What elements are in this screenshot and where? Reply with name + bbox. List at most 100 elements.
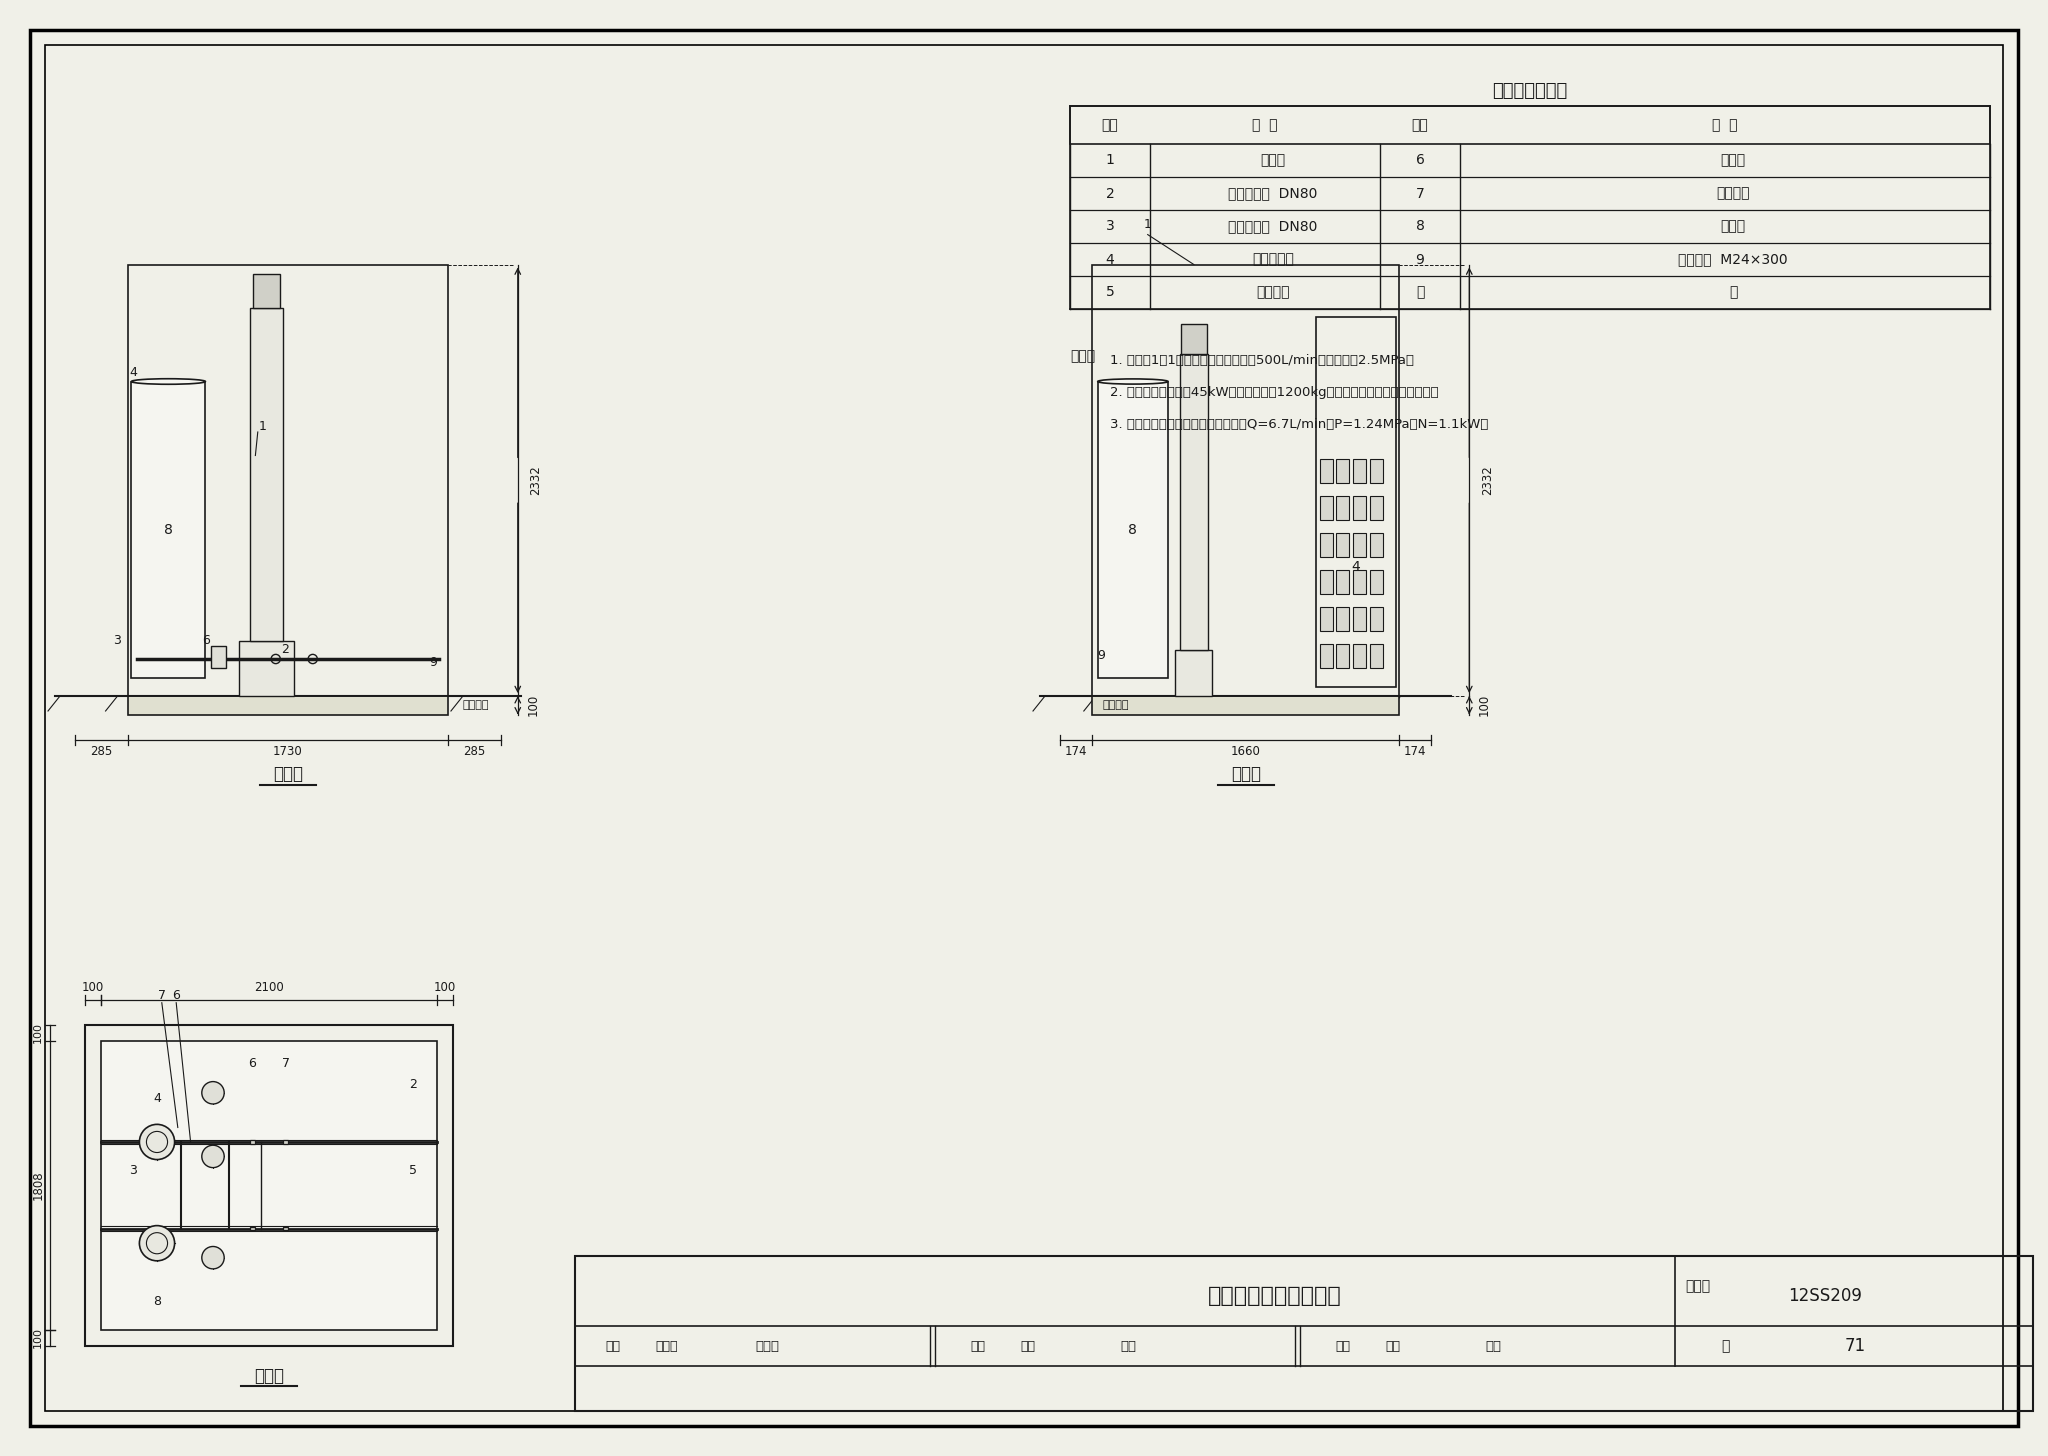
Text: 100: 100 bbox=[33, 1022, 43, 1042]
Bar bbox=[1337, 459, 1350, 483]
Text: 王飞: 王飞 bbox=[1020, 1340, 1034, 1353]
Bar bbox=[1182, 325, 1206, 354]
Text: 名  称: 名 称 bbox=[1712, 118, 1739, 132]
Bar bbox=[1319, 607, 1333, 632]
Text: 6: 6 bbox=[172, 989, 180, 1002]
Bar bbox=[1354, 533, 1366, 558]
Text: 100: 100 bbox=[526, 695, 539, 716]
Text: 100: 100 bbox=[82, 981, 104, 994]
Text: 7: 7 bbox=[1415, 186, 1423, 201]
Bar bbox=[283, 1140, 289, 1143]
Text: 4: 4 bbox=[1106, 252, 1114, 266]
Text: 2. 中压泵组单泵功率45kW，泵组重量为1200kg（不含稳压罐中的储水重量）。: 2. 中压泵组单泵功率45kW，泵组重量为1200kg（不含稳压罐中的储水重量）… bbox=[1110, 386, 1438, 399]
Bar bbox=[127, 265, 449, 696]
Bar bbox=[283, 1227, 289, 1230]
Text: 设计: 设计 bbox=[1335, 1340, 1350, 1353]
Text: 3. 泵组中配置的稳压泵技术参数为：Q=6.7L/min，P=1.24MPa，N=1.1kW。: 3. 泵组中配置的稳压泵技术参数为：Q=6.7L/min，P=1.24MPa，N… bbox=[1110, 418, 1489, 431]
Text: 285: 285 bbox=[463, 745, 485, 759]
Circle shape bbox=[203, 1082, 223, 1104]
Bar bbox=[1319, 496, 1333, 520]
Text: 4: 4 bbox=[129, 365, 137, 379]
Circle shape bbox=[203, 1246, 223, 1268]
Bar bbox=[211, 646, 225, 668]
Text: 4: 4 bbox=[1352, 559, 1360, 574]
Text: 6: 6 bbox=[248, 1057, 256, 1070]
Text: 9: 9 bbox=[428, 657, 436, 670]
Bar bbox=[250, 1227, 254, 1230]
Text: 174: 174 bbox=[1065, 745, 1087, 759]
Text: 174: 174 bbox=[1405, 745, 1427, 759]
Text: 说明：: 说明： bbox=[1069, 349, 1096, 363]
Bar bbox=[250, 1140, 254, 1143]
Text: 1660: 1660 bbox=[1231, 745, 1262, 759]
Bar bbox=[1370, 459, 1382, 483]
Text: 7: 7 bbox=[283, 1057, 291, 1070]
Bar bbox=[1092, 696, 1399, 715]
Ellipse shape bbox=[1098, 379, 1167, 384]
Text: 1: 1 bbox=[1143, 218, 1151, 232]
Text: 图集号: 图集号 bbox=[1686, 1278, 1710, 1293]
Text: 9: 9 bbox=[1098, 649, 1106, 662]
Text: 平面图: 平面图 bbox=[254, 1367, 285, 1385]
Text: 洪勇: 洪勇 bbox=[1384, 1340, 1401, 1353]
Bar bbox=[1354, 644, 1366, 668]
Bar bbox=[575, 1257, 2034, 1411]
Text: 校对: 校对 bbox=[971, 1340, 985, 1353]
Text: 稳压管路: 稳压管路 bbox=[1716, 186, 1749, 201]
Text: －: － bbox=[1729, 285, 1737, 300]
Bar bbox=[131, 381, 205, 677]
Text: 100: 100 bbox=[1479, 695, 1491, 716]
Text: 3: 3 bbox=[129, 1165, 137, 1178]
Bar bbox=[127, 696, 449, 715]
Bar bbox=[1337, 644, 1350, 668]
Text: 12SS209: 12SS209 bbox=[1788, 1287, 1862, 1305]
Bar bbox=[1337, 533, 1350, 558]
Bar bbox=[1319, 644, 1333, 668]
Text: 泵房地坪: 泵房地坪 bbox=[463, 700, 489, 711]
Bar bbox=[1354, 459, 1366, 483]
Text: 编号: 编号 bbox=[1411, 118, 1427, 132]
Text: 2100: 2100 bbox=[254, 981, 285, 994]
Text: 8: 8 bbox=[1128, 523, 1137, 536]
Text: 100: 100 bbox=[33, 1328, 43, 1348]
Text: 2: 2 bbox=[410, 1077, 418, 1091]
Text: 2: 2 bbox=[1106, 186, 1114, 201]
Text: 8: 8 bbox=[154, 1294, 162, 1307]
Bar bbox=[1180, 354, 1208, 649]
Text: 3: 3 bbox=[1106, 220, 1114, 233]
Text: 4: 4 bbox=[154, 1092, 162, 1105]
Text: 285: 285 bbox=[90, 745, 113, 759]
Bar bbox=[1370, 644, 1382, 668]
Bar bbox=[1317, 317, 1395, 687]
Bar bbox=[1370, 607, 1382, 632]
Text: 2332: 2332 bbox=[1481, 466, 1493, 495]
Circle shape bbox=[139, 1226, 174, 1261]
Bar bbox=[1176, 649, 1212, 696]
Text: 侧视图: 侧视图 bbox=[1231, 766, 1262, 783]
Text: 郭中东: 郭中东 bbox=[756, 1340, 778, 1353]
Bar bbox=[1354, 496, 1366, 520]
Bar bbox=[1370, 571, 1382, 594]
Text: 编号: 编号 bbox=[1102, 118, 1118, 132]
Text: 1: 1 bbox=[258, 421, 266, 434]
Bar bbox=[1337, 496, 1350, 520]
Text: 6: 6 bbox=[1415, 153, 1425, 167]
Bar bbox=[240, 641, 295, 696]
Text: 水泵控制柜: 水泵控制柜 bbox=[1251, 252, 1294, 266]
Bar bbox=[1319, 459, 1333, 483]
Text: －: － bbox=[1415, 285, 1423, 300]
Bar bbox=[1354, 571, 1366, 594]
Text: 中压细水雾泵组安装图: 中压细水雾泵组安装图 bbox=[1208, 1286, 1341, 1306]
Bar bbox=[1370, 533, 1382, 558]
Bar bbox=[1098, 381, 1167, 677]
Text: 3: 3 bbox=[113, 633, 121, 646]
Text: 2: 2 bbox=[281, 644, 289, 657]
Bar bbox=[1319, 571, 1333, 594]
Text: 稳压罐: 稳压罐 bbox=[1720, 220, 1745, 233]
Bar bbox=[1319, 533, 1333, 558]
Circle shape bbox=[139, 1124, 174, 1159]
Text: 中压泵: 中压泵 bbox=[1260, 153, 1286, 167]
Text: 泵组底座: 泵组底座 bbox=[1255, 285, 1290, 300]
Text: 审核: 审核 bbox=[604, 1340, 621, 1353]
Text: 71: 71 bbox=[1845, 1337, 1866, 1356]
